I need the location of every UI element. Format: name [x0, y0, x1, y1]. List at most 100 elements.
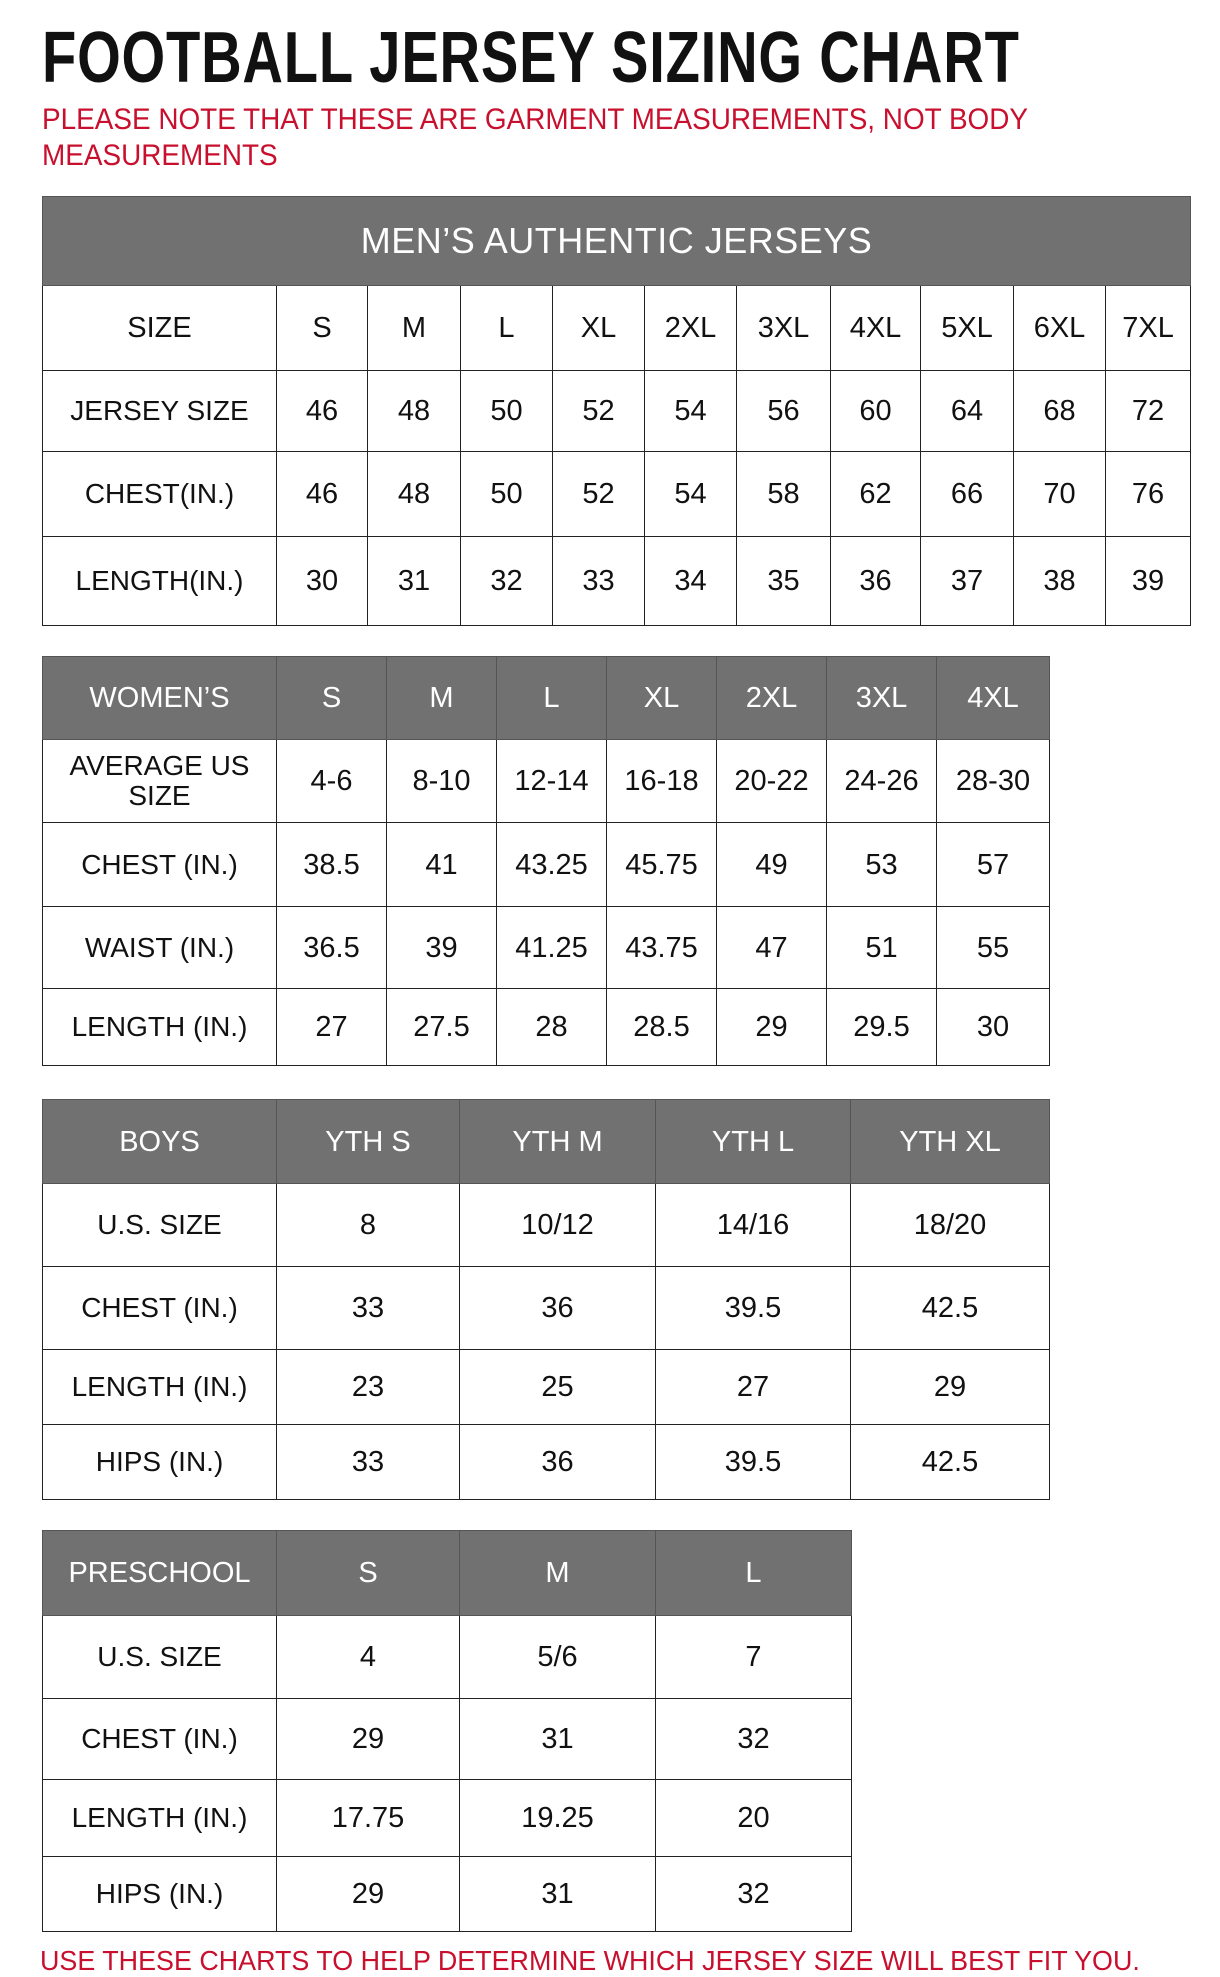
table-row: LENGTH(IN.) 30 31 32 33 34 35 36 37 38 39: [42, 536, 1192, 626]
value-cell: 24-26: [826, 739, 937, 823]
size-header-cell: 4XL: [830, 285, 921, 371]
size-header-cell: 3XL: [736, 285, 831, 371]
size-header-cell: YTH S: [276, 1099, 460, 1184]
value-cell: 39.5: [655, 1266, 851, 1350]
table-row: CHEST(IN.) 46 48 50 52 54 58 62 66 70 76: [42, 451, 1192, 537]
value-cell: 50: [460, 370, 553, 452]
row-label-cell: U.S. SIZE: [42, 1615, 277, 1699]
value-cell: 64: [920, 370, 1014, 452]
table-row: LENGTH (IN.) 27 27.5 28 28.5 29 29.5 30: [42, 988, 1050, 1066]
row-label-cell: LENGTH (IN.): [42, 1349, 277, 1425]
value-cell: 53: [826, 822, 937, 907]
value-cell: 52: [552, 370, 645, 452]
row-label-cell: LENGTH(IN.): [42, 536, 277, 626]
value-cell: 43.25: [496, 822, 607, 907]
value-cell: 36: [459, 1266, 656, 1350]
value-cell: 37: [920, 536, 1014, 626]
size-header-cell: 5XL: [920, 285, 1014, 371]
size-header-cell: YTH L: [655, 1099, 851, 1184]
value-cell: 25: [459, 1349, 656, 1425]
value-cell: 42.5: [850, 1424, 1050, 1500]
value-cell: 52: [552, 451, 645, 537]
value-cell: 28: [496, 988, 607, 1066]
boys-size-table: BOYS YTH S YTH M YTH L YTH XL U.S. SIZE 8 10/12…: [42, 1099, 1050, 1500]
header-label-cell: WOMEN’S: [42, 656, 277, 740]
value-cell: 36: [830, 536, 921, 626]
size-header-cell: 4XL: [936, 656, 1050, 740]
value-cell: 14/16: [655, 1183, 851, 1267]
value-cell: 32: [460, 536, 553, 626]
value-cell: 5/6: [459, 1615, 656, 1699]
size-header-cell: S: [276, 285, 368, 371]
value-cell: 29: [850, 1349, 1050, 1425]
size-header-cell: S: [276, 1530, 460, 1616]
footer-note: USE THESE CHARTS TO HELP DETERMINE WHICH…: [40, 1945, 1140, 1976]
row-label-cell: WAIST (IN.): [42, 906, 277, 989]
value-cell: 33: [552, 536, 645, 626]
value-cell: 32: [655, 1856, 852, 1932]
value-cell: 54: [644, 370, 737, 452]
value-cell: 50: [460, 451, 553, 537]
row-label-cell: CHEST(IN.): [42, 451, 277, 537]
value-cell: 68: [1013, 370, 1106, 452]
value-cell: 8-10: [386, 739, 497, 823]
womens-size-table: WOMEN’S S M L XL 2XL 3XL 4XL AVERAGE US SIZE 4-6 8…: [42, 656, 1050, 1066]
table-title-band: MEN’S AUTHENTIC JERSEYS: [41, 196, 1192, 286]
size-header-cell: 7XL: [1104, 285, 1192, 371]
table-row: AVERAGE US SIZE 4-6 8-10 12-14 16-18 20-22 24-…: [42, 739, 1050, 823]
value-cell: 55: [936, 906, 1050, 989]
row-label-cell: HIPS (IN.): [42, 1424, 277, 1500]
row-label-cell: AVERAGE US SIZE: [42, 739, 277, 823]
header-label-cell: PRESCHOOL: [42, 1530, 277, 1616]
value-cell: 36: [459, 1424, 656, 1500]
size-header-cell: 2XL: [716, 656, 827, 740]
value-cell: 23: [276, 1349, 460, 1425]
row-label-cell: CHEST (IN.): [42, 1266, 277, 1350]
value-cell: 36.5: [276, 906, 387, 989]
value-cell: 34: [644, 536, 737, 626]
value-cell: 30: [936, 988, 1050, 1066]
value-cell: 20-22: [716, 739, 827, 823]
value-cell: 31: [367, 536, 461, 626]
table-row: HIPS (IN.) 33 36 39.5 42.5: [42, 1424, 1050, 1500]
value-cell: 49: [716, 822, 827, 907]
value-cell: 66: [920, 451, 1014, 537]
value-cell: 48: [367, 370, 461, 452]
value-cell: 72: [1104, 370, 1192, 452]
size-header-cell: M: [386, 656, 497, 740]
preschool-size-table: PRESCHOOL S M L U.S. SIZE 4 5/6 7 CHEST (IN.) 29 3…: [42, 1530, 852, 1932]
value-cell: 58: [736, 451, 831, 537]
value-cell: 29.5: [826, 988, 937, 1066]
header-row: PRESCHOOL S M L: [42, 1530, 852, 1616]
value-cell: 35: [736, 536, 831, 626]
header-label-cell: BOYS: [42, 1099, 277, 1184]
value-cell: 32: [655, 1698, 852, 1780]
table-row: WAIST (IN.) 36.5 39 41.25 43.75 47 51 55: [42, 906, 1050, 989]
row-label-cell: U.S. SIZE: [42, 1183, 277, 1267]
garment-note: PLEASE NOTE THAT THESE ARE GARMENT MEASU…: [42, 103, 1028, 172]
size-header-cell: L: [655, 1530, 852, 1616]
value-cell: 31: [459, 1698, 656, 1780]
value-cell: 29: [276, 1856, 460, 1932]
size-header-cell: YTH XL: [850, 1099, 1050, 1184]
value-cell: 76: [1104, 451, 1192, 537]
value-cell: 39: [386, 906, 497, 989]
row-label-cell: HIPS (IN.): [42, 1856, 277, 1932]
size-header-cell: 2XL: [644, 285, 737, 371]
size-header-cell: 6XL: [1013, 285, 1106, 371]
value-cell: 42.5: [850, 1266, 1050, 1350]
size-header-cell: L: [460, 285, 553, 371]
value-cell: 27: [655, 1349, 851, 1425]
value-cell: 48: [367, 451, 461, 537]
value-cell: 7: [655, 1615, 852, 1699]
size-header-cell: M: [459, 1530, 656, 1616]
size-header-cell: YTH M: [459, 1099, 656, 1184]
size-header-cell: XL: [552, 285, 645, 371]
size-header-cell: L: [496, 656, 607, 740]
value-cell: 39: [1104, 536, 1192, 626]
value-cell: 54: [644, 451, 737, 537]
table-row: LENGTH (IN.) 17.75 19.25 20: [42, 1779, 852, 1857]
table-row: HIPS (IN.) 29 31 32: [42, 1856, 852, 1932]
row-label-cell: LENGTH (IN.): [42, 988, 277, 1066]
value-cell: 38.5: [276, 822, 387, 907]
